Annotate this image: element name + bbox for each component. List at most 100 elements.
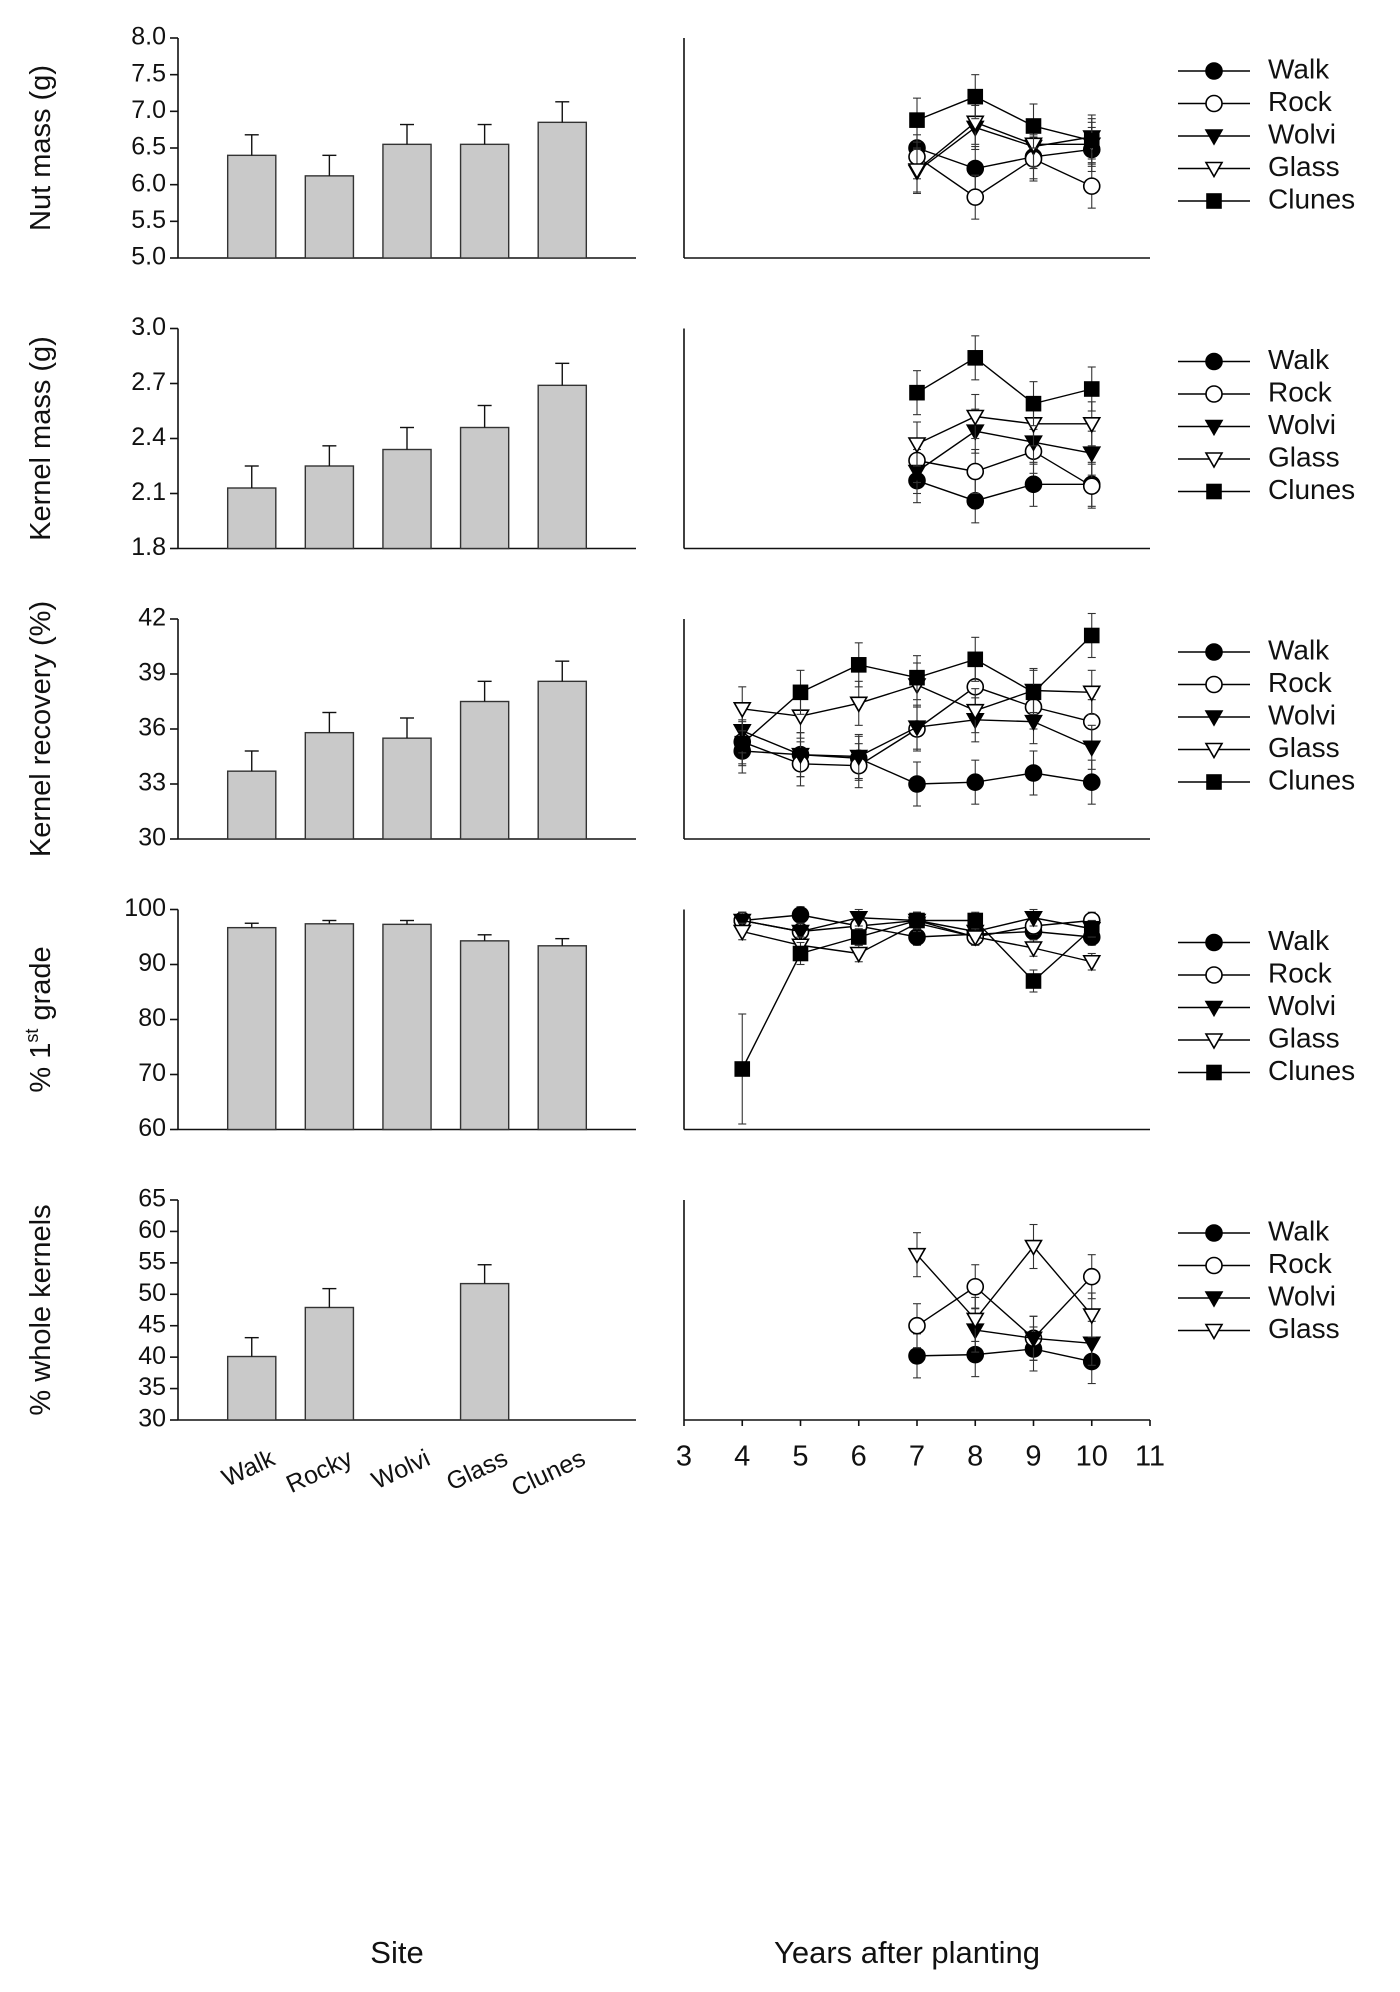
marker xyxy=(1024,764,1043,782)
legend-marker xyxy=(1205,62,1223,80)
marker xyxy=(909,384,925,401)
legend-marker xyxy=(1206,1064,1222,1081)
marker xyxy=(1082,773,1101,791)
legend-label: Wolvi xyxy=(1268,409,1336,440)
y-label-text: Kernel recovery (%) xyxy=(25,601,57,857)
marker xyxy=(732,913,752,931)
y-tick-label: 45 xyxy=(138,1310,166,1338)
series-line xyxy=(916,480,1092,502)
x-tick-label: 8 xyxy=(967,1441,983,1473)
y-tick-label: 60 xyxy=(138,1216,166,1244)
legend-marker xyxy=(1205,1224,1223,1242)
x-tick-label: 3 xyxy=(676,1441,692,1473)
y-tick-label: 7.5 xyxy=(131,59,166,87)
marker xyxy=(967,912,984,929)
legend-label: Clunes xyxy=(1268,474,1355,505)
y-tick-label: 6.5 xyxy=(131,133,166,161)
marker xyxy=(1083,627,1100,644)
marker xyxy=(1082,417,1102,434)
legend-label: Glass xyxy=(1268,1022,1340,1053)
y-tick-label: 90 xyxy=(138,949,166,977)
y-tick-label: 2.1 xyxy=(131,478,166,506)
bar xyxy=(304,175,355,259)
legend-marker xyxy=(1204,161,1224,179)
marker xyxy=(967,88,984,105)
series-line xyxy=(916,156,1093,198)
legend-label: Glass xyxy=(1268,151,1340,182)
marker xyxy=(1024,714,1043,732)
bar xyxy=(459,1282,510,1421)
x-tick-label: 4 xyxy=(734,1441,750,1473)
marker xyxy=(792,945,809,962)
legend-label: Glass xyxy=(1268,441,1340,472)
legend-label: Rock xyxy=(1268,1248,1333,1279)
marker xyxy=(850,657,867,673)
legend-marker xyxy=(1204,742,1224,760)
legend-label: Clunes xyxy=(1268,764,1355,795)
marker xyxy=(1082,1308,1102,1325)
x-tick-label: Rocky xyxy=(282,1444,357,1499)
y-tick-label: 50 xyxy=(138,1279,166,1307)
marker xyxy=(1025,973,1042,989)
marker xyxy=(1082,685,1102,702)
y-tick-label: 5.0 xyxy=(131,243,166,271)
marker xyxy=(1025,118,1042,134)
x-tick-label: Walk xyxy=(218,1444,280,1493)
marker xyxy=(909,912,925,929)
bar-panel: 1.8 2.1 2.4 2.7 3.0 Kernel mass (g) xyxy=(25,313,636,561)
marker xyxy=(1082,1267,1101,1286)
legend-marker xyxy=(1205,675,1223,694)
legend-marker xyxy=(1204,129,1224,146)
y-label-text: Nut mass (g) xyxy=(25,65,57,231)
bar xyxy=(304,1306,355,1421)
bar-panel: 30 35 40 45 50 55 60 65 % whole kernels Walk Rocky… xyxy=(25,1185,636,1970)
marker xyxy=(1024,1331,1043,1348)
marker xyxy=(907,163,927,180)
marker xyxy=(1082,177,1101,195)
bar xyxy=(459,426,510,550)
marker xyxy=(909,669,925,686)
marker xyxy=(849,946,869,964)
legend-marker xyxy=(1204,452,1224,469)
series-line xyxy=(916,147,1092,170)
marker xyxy=(792,684,809,701)
bar xyxy=(382,448,432,550)
legend-label: Walk xyxy=(1268,634,1330,665)
bar xyxy=(459,700,510,840)
bar-panel: 60 70 80 90 100 % 1st grade xyxy=(22,894,636,1142)
legend-marker xyxy=(1206,193,1222,209)
x-axis-label: Years after planting xyxy=(774,1935,1040,1970)
y-tick-label: 30 xyxy=(138,824,166,852)
legend-label: Wolvi xyxy=(1268,1280,1336,1311)
y-label-text: grade xyxy=(25,946,57,1028)
series-line xyxy=(916,430,1092,473)
x-tick-label: 7 xyxy=(909,1441,925,1473)
x-axis-label: Site xyxy=(370,1935,423,1970)
y-tick-label: 2.7 xyxy=(131,368,166,396)
marker xyxy=(849,696,869,713)
marker xyxy=(1024,910,1043,928)
legend-marker xyxy=(1205,933,1223,952)
legend-label: Clunes xyxy=(1268,1055,1355,1086)
marker xyxy=(907,437,927,454)
legend-marker xyxy=(1204,1323,1224,1341)
legend-label: Glass xyxy=(1268,1313,1340,1344)
legend-label: Wolvi xyxy=(1268,990,1336,1021)
y-tick-label: 40 xyxy=(138,1342,166,1370)
bar xyxy=(382,143,432,259)
y-tick-label: 8.0 xyxy=(131,23,166,51)
y-axis-label: % whole kernels xyxy=(25,1204,57,1415)
legend-label: Glass xyxy=(1268,732,1340,763)
legend-label: Walk xyxy=(1268,344,1330,375)
y-label-superscript: st xyxy=(22,1029,42,1043)
legend-marker xyxy=(1204,419,1224,437)
series-line xyxy=(916,1276,1093,1340)
legend-label: Rock xyxy=(1268,86,1333,117)
marker xyxy=(1025,395,1042,412)
y-label-text: % whole kernels xyxy=(25,1204,57,1415)
marker xyxy=(1083,381,1100,397)
marker xyxy=(965,930,985,947)
legend-marker xyxy=(1206,483,1222,500)
